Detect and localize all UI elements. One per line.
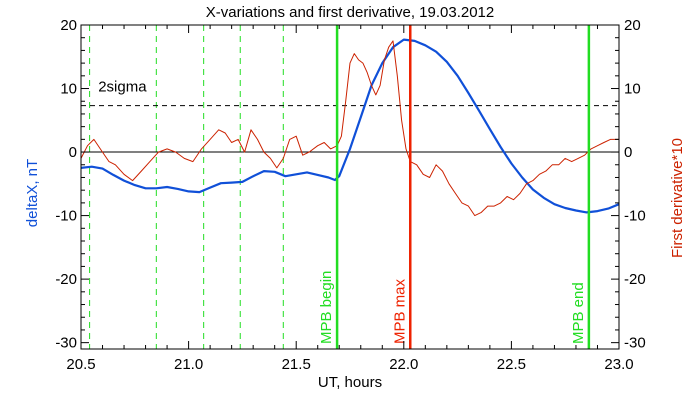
y-axis-title-right: First derivative*10 <box>669 138 686 258</box>
y-tick-label-left: -10 <box>55 208 77 225</box>
mpb-max-label: MPB max <box>391 278 408 344</box>
axes-group: 20.5 21.0 21.5 22.0 22.5 23.0 20 20 10 10 0 0 -10 -10… <box>55 17 645 373</box>
y-tick-label-right: 20 <box>624 17 641 34</box>
reference-lines <box>81 105 619 153</box>
two-sigma-label: 2sigma <box>98 79 147 96</box>
mpb-begin-label: MPB begin <box>318 271 335 344</box>
y-tick-label-right: 10 <box>624 81 641 98</box>
y-tick-label-left: -20 <box>55 271 77 288</box>
x-tick-label: 23.0 <box>604 356 633 373</box>
y-tick-label-left: 20 <box>60 17 77 34</box>
y-tick-label-left: 10 <box>60 81 77 98</box>
x-tick-label: 22.0 <box>389 356 418 373</box>
y-axis-title-left: deltaX, nT <box>24 159 41 227</box>
x-tick-label: 21.5 <box>282 356 311 373</box>
y-tick-label-left: -30 <box>55 335 77 352</box>
series-line-derivative <box>80 40 619 217</box>
y-tick-label-right: 0 <box>624 144 632 161</box>
y-tick-label-right: -20 <box>624 271 646 288</box>
y-tick-label-left: 0 <box>69 144 77 161</box>
dashed-markers <box>89 25 284 349</box>
x-axis-title: UT, hours <box>318 374 382 391</box>
plot-frame <box>80 24 620 350</box>
chart-title: X-variations and first derivative, 19.03… <box>206 4 495 21</box>
x-tick-label: 20.5 <box>66 356 95 373</box>
series-group <box>80 38 620 217</box>
y-tick-label-right: -30 <box>624 335 646 352</box>
x-tick-label: 22.5 <box>497 356 526 373</box>
x-tick-label: 21.0 <box>174 356 203 373</box>
mpb-end-label: MPB end <box>570 282 587 344</box>
y-tick-label-right: -10 <box>624 208 646 225</box>
mpb-markers: MPB begin MPB max MPB end <box>318 25 591 349</box>
